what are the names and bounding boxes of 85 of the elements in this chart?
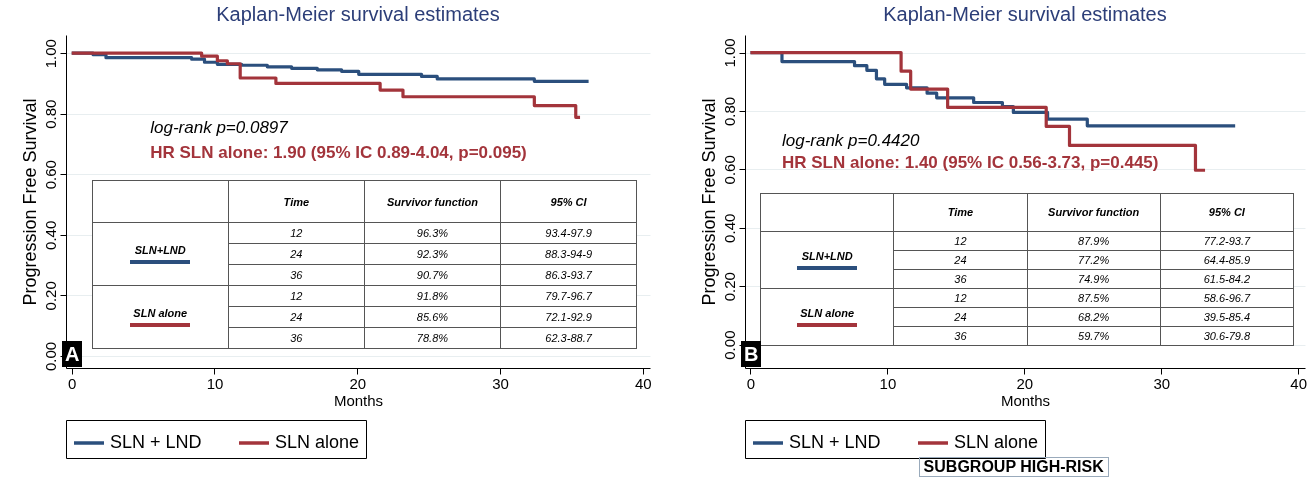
annotation: 62.3-88.7 (500, 327, 637, 349)
x-tick-label: 30 (1153, 374, 1171, 392)
legend-label: SLN + LND (110, 432, 202, 452)
annotation: 79.7-96.7 (500, 285, 637, 307)
panel-label: B (741, 341, 762, 367)
panel-label: A (62, 341, 83, 367)
y-tick-label: 0.20 (41, 281, 59, 311)
y-axis-title: Progression Free Survival (698, 98, 719, 306)
x-axis-title: Months (1000, 391, 1051, 409)
annotation: 77.2% (1027, 250, 1161, 270)
y-tick-label: 0.60 (720, 155, 738, 185)
annotation: 12 (893, 231, 1028, 251)
annotation: 95% CI (500, 180, 637, 223)
chart-title: Kaplan-Meier survival estimates (883, 3, 1167, 25)
annotation: log-rank p=0.4420 (781, 130, 920, 151)
annotation: 95% CI (1160, 193, 1294, 232)
annotation: SLN+LND (760, 231, 894, 289)
x-tick-label: 40 (635, 374, 652, 392)
y-axis-title: Progression Free Survival (19, 98, 40, 306)
annotation: 68.2% (1027, 307, 1161, 327)
annotation: 92.3% (364, 243, 501, 265)
annotation: 39.5-85.4 (1160, 307, 1294, 327)
y-tick-label: 1.00 (41, 39, 59, 69)
x-tick-label: 10 (879, 374, 897, 392)
annotation: Time (228, 180, 365, 223)
annotation: 90.7% (364, 264, 501, 286)
annotation: SLN alone (92, 285, 229, 349)
annotation: 77.2-93.7 (1160, 231, 1294, 251)
annotation: 91.8% (364, 285, 501, 307)
x-tick-label: 20 (349, 374, 367, 392)
x-tick-label: 30 (492, 374, 509, 392)
annotation: 86.3-93.7 (500, 264, 637, 286)
legend-label: SLN alone (954, 432, 1039, 452)
annotation: 36 (893, 269, 1028, 289)
annotation: 93.4-97.9 (500, 222, 637, 244)
annotation: 36 (893, 326, 1028, 346)
y-tick-label: 0.80 (720, 96, 738, 127)
annotation: Survivor function (1027, 193, 1161, 232)
annotation: Survivor function (364, 180, 501, 223)
x-tick-label: 10 (206, 374, 224, 392)
annotation: 64.4-85.9 (1160, 250, 1294, 270)
annotation: 12 (228, 222, 365, 244)
annotation: 36 (228, 264, 365, 286)
annotation: Time (893, 193, 1028, 232)
annotation: 87.9% (1027, 231, 1161, 251)
annotation: 30.6-79.8 (1160, 326, 1294, 346)
annotation: 78.8% (364, 327, 501, 349)
legend-label: SLN + LND (789, 432, 881, 452)
y-tick-label: 0.80 (41, 99, 59, 129)
y-tick-label: 0.40 (720, 213, 738, 243)
annotation: 12 (228, 285, 365, 307)
annotation: 87.5% (1027, 288, 1161, 308)
annotation: 24 (228, 306, 365, 328)
annotation: 24 (893, 250, 1028, 270)
text: SUBGROUP HIGH-RISK (918, 457, 1109, 477)
y-tick-label: 0.20 (720, 272, 738, 302)
annotation: SLN+LND (92, 222, 229, 286)
y-tick-label: 0.00 (720, 330, 738, 360)
annotation: 72.1-92.9 (500, 306, 637, 328)
y-tick-label: 1.00 (720, 38, 738, 68)
y-tick-label: 0.40 (41, 220, 59, 250)
x-tick-label: 40 (1290, 374, 1307, 392)
annotation: log-rank p=0.0897 (150, 118, 288, 139)
annotation: 88.3-94-9 (500, 243, 637, 265)
annotation: 61.5-84.2 (1160, 269, 1294, 289)
annotation: 24 (228, 243, 365, 265)
annotation: 59.7% (1027, 326, 1161, 346)
x-tick-label: 0 (68, 374, 77, 392)
annotation: 96.3% (364, 222, 501, 244)
annotation: 85.6% (364, 306, 501, 328)
annotation: HR SLN alone: 1.40 (95% IC 0.56-3.73, p=0.445) (781, 152, 1159, 173)
x-tick-label: 20 (1016, 374, 1034, 392)
annotation: SLN alone (760, 288, 894, 346)
y-tick-label: 0.60 (41, 160, 59, 190)
y-tick-label: 0.00 (41, 341, 59, 371)
annotation: 36 (228, 327, 365, 349)
chart-title: Kaplan-Meier survival estimates (216, 3, 500, 25)
x-axis-title: Months (333, 391, 384, 409)
annotation: HR SLN alone: 1.90 (95% IC 0.89-4.04, p=0.095) (150, 142, 527, 163)
legend-label: SLN alone (275, 432, 360, 452)
annotation: 24 (893, 307, 1028, 327)
annotation: 74.9% (1027, 269, 1161, 289)
annotation: 58.6-96.7 (1160, 288, 1294, 308)
annotation: 12 (893, 288, 1028, 308)
x-tick-label: 0 (746, 374, 756, 392)
